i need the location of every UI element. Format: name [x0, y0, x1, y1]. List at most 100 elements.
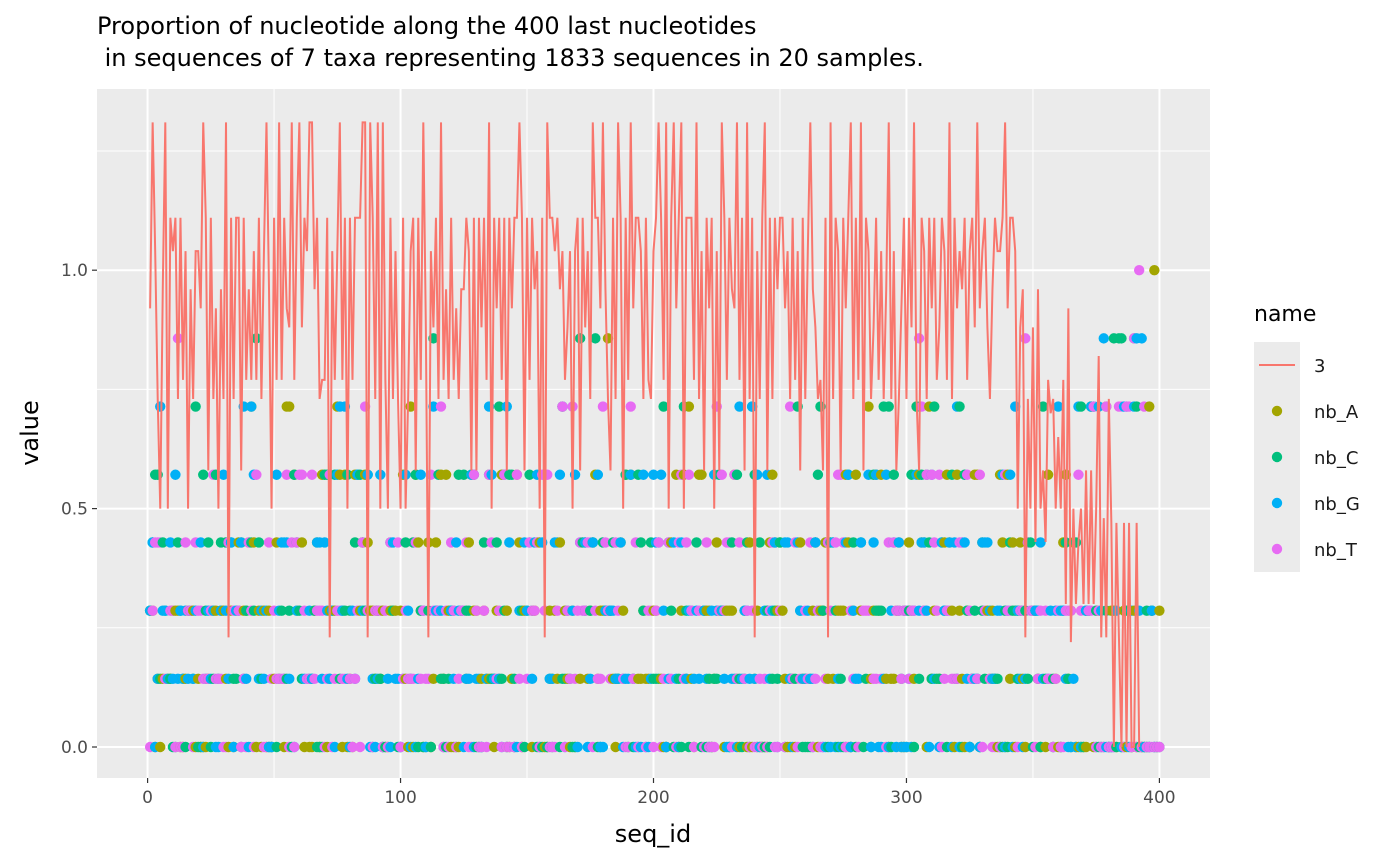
- scatter-point: [1073, 469, 1084, 480]
- scatter-point: [734, 537, 745, 548]
- scatter-point: [1154, 741, 1165, 753]
- scatter-point: [440, 469, 452, 480]
- scatter-point: [1037, 401, 1049, 412]
- scatter-point: [726, 605, 738, 616]
- scatter-point: [349, 673, 361, 685]
- scatter-point: [526, 673, 538, 685]
- legend-point-swatch: [1271, 451, 1283, 463]
- legend-point-swatch: [1271, 543, 1283, 555]
- scatter-point: [1131, 401, 1142, 412]
- scatter-point: [306, 469, 318, 480]
- scatter-point: [289, 741, 300, 753]
- scatter-point: [309, 673, 320, 685]
- scatter-point: [319, 537, 330, 548]
- scatter-point: [453, 673, 464, 685]
- scatter-point: [276, 605, 287, 616]
- x-tick-label: 0: [142, 788, 153, 808]
- scatter-point: [155, 741, 166, 753]
- scatter-point: [681, 537, 692, 548]
- scatter-point: [524, 469, 535, 480]
- scatter-point: [478, 537, 490, 548]
- scatter-point: [835, 673, 846, 685]
- scatter-point: [349, 537, 361, 548]
- scatter-point: [711, 537, 722, 548]
- scatter-point: [241, 673, 252, 685]
- scatter-point: [415, 469, 426, 480]
- scatter-point: [961, 469, 973, 480]
- scatter-point: [602, 333, 614, 344]
- scatter-point: [180, 537, 191, 548]
- scatter-point: [463, 673, 475, 685]
- scatter-point: [896, 673, 907, 685]
- scatter-point: [924, 741, 935, 753]
- scatter-point: [271, 469, 282, 480]
- legend-label: 3: [1314, 356, 1325, 377]
- scatter-point: [157, 537, 168, 548]
- scatter-point: [929, 537, 940, 548]
- scatter-point: [253, 537, 265, 548]
- scatter-point: [284, 673, 295, 685]
- scatter-point: [347, 741, 358, 753]
- scatter-point: [650, 605, 662, 616]
- scatter-point: [666, 605, 677, 616]
- scatter-point: [658, 401, 669, 412]
- x-tick-label: 200: [637, 788, 669, 808]
- scatter-point: [903, 537, 915, 548]
- legend-label: nb_G: [1314, 494, 1360, 515]
- scatter-point: [430, 537, 442, 548]
- scatter-point: [855, 537, 867, 548]
- scatter-point: [719, 673, 730, 685]
- scatter-point: [574, 673, 586, 685]
- scatter-point: [496, 673, 507, 685]
- legend-point-swatch: [1271, 405, 1283, 417]
- scatter-point: [1004, 673, 1016, 685]
- scatter-point: [701, 537, 712, 548]
- scatter-point: [592, 469, 604, 480]
- scatter-point: [218, 469, 229, 480]
- scatter-point: [888, 673, 900, 685]
- scatter-point: [893, 537, 905, 548]
- scatter-point: [271, 741, 282, 753]
- scatter-point: [1050, 673, 1061, 685]
- scatter-point: [1035, 537, 1046, 548]
- scatter-point: [203, 537, 214, 548]
- scatter-point: [617, 605, 629, 616]
- scatter-point: [488, 741, 500, 753]
- scatter-point: [838, 605, 849, 616]
- scatter-point: [1144, 401, 1155, 412]
- chart-title-line-1: Proportion of nucleotide along the 400 l…: [97, 12, 756, 40]
- scatter-point: [939, 673, 950, 685]
- scatter-point: [296, 469, 308, 480]
- scatter-point: [375, 673, 386, 685]
- scatter-point: [691, 537, 702, 548]
- scatter-point: [767, 469, 778, 480]
- scatter-point: [853, 673, 864, 685]
- scatter-point: [830, 537, 841, 548]
- scatter-point: [284, 401, 295, 412]
- legend: name 3 nb_A nb_C nb_G nb_T: [1254, 302, 1360, 572]
- x-tick-label: 100: [384, 788, 416, 808]
- legend-label: nb_T: [1314, 540, 1358, 561]
- scatter-point: [552, 605, 563, 616]
- scatter-point: [284, 605, 295, 616]
- scatter-point: [982, 537, 993, 548]
- y-tick-label: 0.5: [61, 500, 88, 520]
- scatter-point: [1154, 605, 1165, 616]
- scatter-point: [946, 605, 958, 616]
- scatter-point: [875, 605, 887, 616]
- scatter-point: [1004, 469, 1016, 480]
- scatter-point: [888, 469, 900, 480]
- scatter-point: [385, 741, 396, 753]
- scatter-point: [1133, 264, 1145, 276]
- scatter-point: [329, 741, 340, 753]
- scatter-point: [198, 469, 209, 480]
- x-axis: 0 100 200 300 400: [142, 778, 1176, 808]
- scatter-point: [281, 469, 292, 480]
- scatter-point: [972, 673, 983, 685]
- scatter-point: [235, 537, 247, 548]
- scatter-point: [977, 741, 988, 753]
- scatter-point: [810, 673, 821, 685]
- scatter-point: [863, 401, 874, 412]
- scatter-point: [1022, 673, 1034, 685]
- scatter-point: [463, 537, 475, 548]
